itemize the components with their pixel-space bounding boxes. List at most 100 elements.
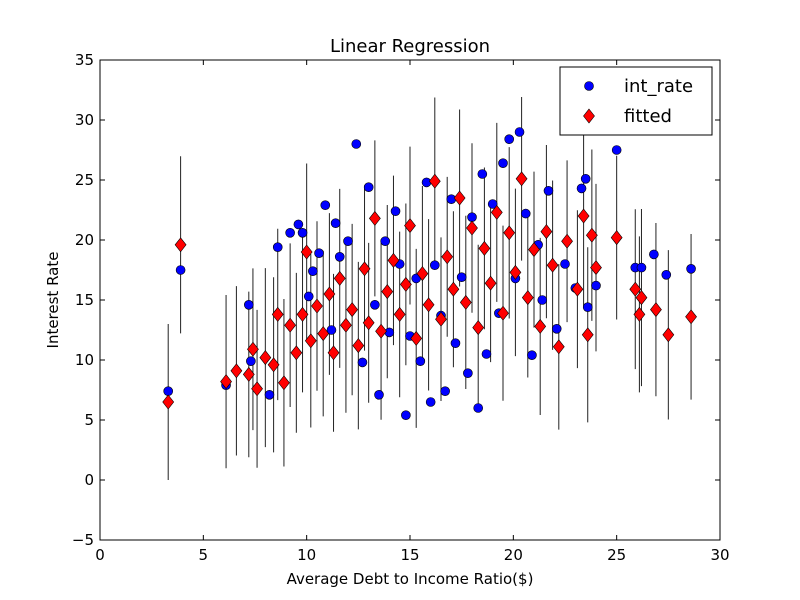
fitted-point [650, 302, 662, 318]
fitted-point [358, 261, 371, 277]
int-rate-point [591, 280, 601, 291]
fitted-point [453, 190, 466, 206]
fitted-point [259, 350, 272, 366]
chart-title: Linear Regression [330, 36, 490, 57]
fitted-point [441, 249, 454, 265]
fitted-point [428, 173, 441, 189]
legend-int-rate-marker [584, 81, 594, 91]
int-rate-point [477, 169, 488, 179]
int-rate-point [504, 134, 515, 144]
y-tick-label: 20 [75, 231, 94, 249]
fitted-point [304, 333, 317, 349]
int-rate-point [450, 338, 461, 349]
fitted-point [242, 366, 255, 382]
x-tick-label: 5 [199, 546, 209, 564]
int-rate-point [649, 249, 659, 260]
y-tick-label: 5 [84, 411, 94, 429]
int-rate-point [551, 323, 562, 334]
int-rate-point [303, 291, 314, 302]
x-axis-label: Average Debt to Income Ratio($) [287, 570, 534, 588]
fitted-point [472, 320, 485, 336]
int-rate-point [293, 219, 304, 230]
fitted-point [278, 375, 290, 391]
fitted-point [484, 275, 497, 291]
int-rate-point [326, 325, 337, 335]
fitted-point [577, 208, 590, 224]
fitted-point [478, 240, 491, 256]
fitted-point [635, 290, 648, 306]
fitted-point [352, 338, 365, 354]
x-tick-label: 20 [504, 546, 523, 564]
fitted-point [399, 276, 412, 292]
int-rate-point [370, 299, 380, 310]
fitted-points-group [162, 171, 697, 410]
x-tick-label: 30 [710, 546, 729, 564]
int-rate-point [272, 242, 283, 252]
int-rate-point [467, 212, 477, 222]
int-rate-point [264, 389, 275, 400]
fitted-point [375, 323, 387, 339]
fitted-point [581, 327, 594, 343]
fitted-point [466, 220, 478, 236]
fitted-point [296, 306, 309, 322]
int-rate-point [582, 302, 593, 313]
legend: int_rate fitted [559, 66, 713, 136]
int-rate-point [520, 208, 531, 219]
int-rate-point [297, 228, 308, 238]
legend-fitted-label: fitted [624, 106, 672, 127]
y-axis-label: Interest Rate [44, 252, 62, 349]
fitted-point [381, 284, 394, 300]
fitted-point [368, 210, 381, 226]
int-rate-point [661, 269, 672, 280]
x-tick-label: 0 [95, 546, 105, 564]
int-rate-point [440, 386, 450, 397]
fitted-point [333, 270, 346, 286]
fitted-point [552, 339, 565, 355]
y-tick-label: 25 [75, 171, 94, 189]
fitted-point [633, 306, 646, 322]
fitted-point [546, 257, 559, 273]
fitted-point [284, 317, 297, 333]
fitted-point [290, 345, 303, 361]
fitted-point [323, 286, 336, 302]
fitted-point [662, 327, 675, 343]
int-rate-point [456, 272, 467, 283]
int-rate-point [246, 356, 256, 367]
legend-fitted-marker [583, 108, 595, 124]
y-tick-label: 30 [75, 111, 94, 129]
int-rate-point [314, 248, 324, 258]
int-rate-point [384, 327, 395, 338]
int-rate-point [175, 265, 186, 275]
fitted-point [515, 171, 528, 187]
fitted-point [447, 281, 460, 297]
int-rate-point [244, 299, 254, 310]
fitted-point [327, 345, 340, 361]
fitted-point [346, 302, 359, 318]
fitted-point [528, 242, 540, 258]
fitted-point [247, 341, 259, 357]
fitted-point [362, 315, 375, 331]
fitted-point [459, 294, 472, 310]
int-rate-point [357, 357, 368, 368]
fitted-point [317, 326, 330, 342]
int-rate-point [473, 403, 484, 413]
fitted-point [220, 374, 232, 390]
int-rate-point [390, 206, 401, 216]
legend-int-rate-label: int_rate [624, 76, 693, 97]
int-rate-point [285, 228, 295, 238]
fitted-point [590, 260, 602, 276]
int-rate-point [463, 368, 473, 379]
fitted-point [230, 363, 243, 379]
y-tick-label: 15 [75, 291, 94, 309]
int-rate-point [560, 259, 570, 269]
y-tick-label: −5 [72, 531, 94, 549]
int-rate-point [415, 356, 426, 367]
int-rate-point [543, 186, 554, 196]
fitted-point [561, 233, 573, 249]
fitted-point [540, 224, 553, 240]
x-tick-label: 25 [607, 546, 626, 564]
int-rate-point [163, 386, 173, 397]
fitted-point [162, 394, 175, 410]
fitted-point [610, 230, 623, 246]
